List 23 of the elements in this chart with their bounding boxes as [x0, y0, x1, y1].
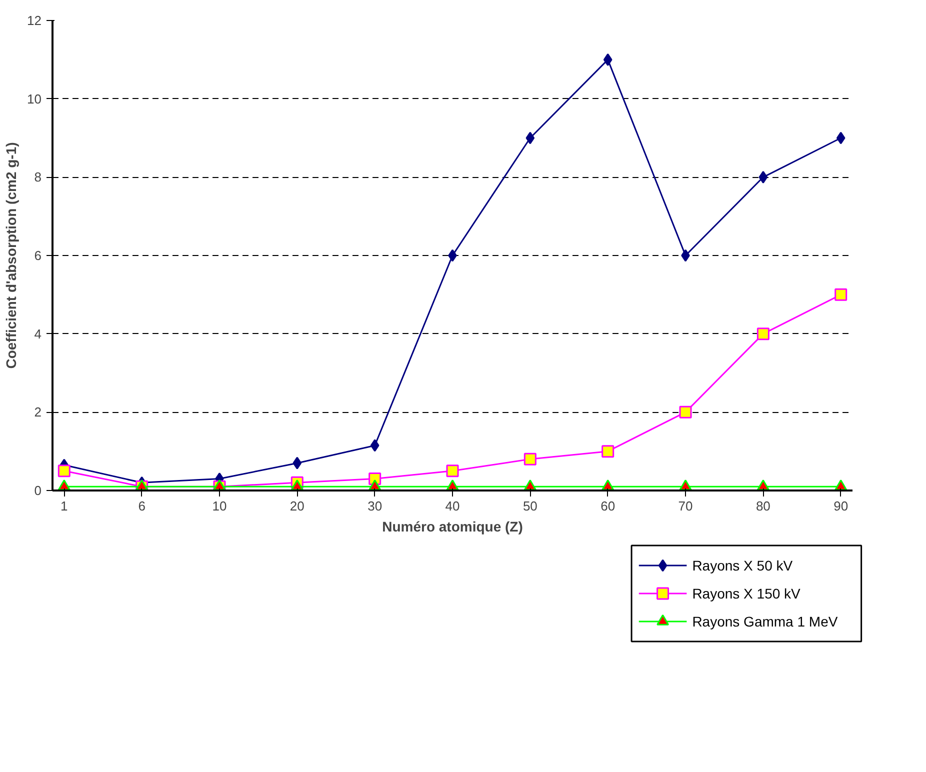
x-tick-label: 70	[678, 498, 693, 514]
x-tick-label: 90	[834, 498, 848, 514]
x-tick-label: 60	[600, 498, 616, 514]
legend-label: Rayons X 150 kV	[692, 586, 802, 602]
x-tick-label: 6	[138, 498, 146, 514]
y-tick-label: 8	[34, 170, 42, 185]
x-tick-label: 20	[290, 498, 304, 514]
y-tick-label: 4	[34, 326, 42, 342]
x-tick-label: 1	[60, 498, 68, 514]
legend-label: Rayons Gamma 1 MeV	[692, 614, 838, 630]
x-tick-label: 50	[522, 498, 538, 514]
x-tick-label: 80	[756, 498, 770, 514]
y-tick-label: 6	[34, 248, 42, 263]
y-tick-label: 12	[27, 13, 42, 28]
y-axis-title: Coefficient d'absorption (cm2 g-1)	[3, 142, 20, 369]
legend-label: Rayons X 50 kV	[692, 558, 794, 574]
x-tick-label: 30	[368, 498, 382, 514]
x-tick-label: 40	[445, 498, 460, 514]
x-axis-title: Numéro atomique (Z)	[382, 518, 523, 534]
y-tick-label: 10	[27, 91, 42, 106]
x-tick-label: 10	[212, 498, 227, 514]
y-tick-label: 0	[34, 483, 42, 498]
y-tick-label: 2	[34, 404, 42, 420]
